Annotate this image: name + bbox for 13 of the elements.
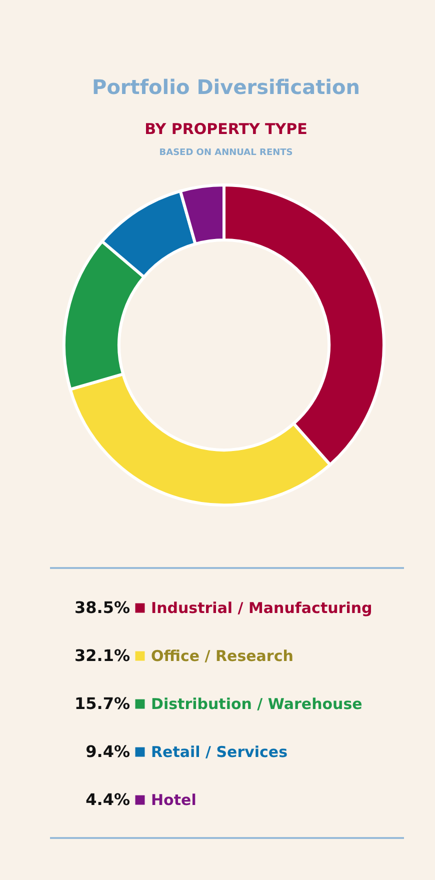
- legend-label: Distribution / Warehouse: [151, 695, 362, 713]
- legend-label: Retail / Services: [151, 743, 288, 761]
- data-label: 32.1%: [74, 646, 130, 665]
- legend-label: Hotel: [151, 791, 196, 809]
- text: BASED ON ANNUAL RENTS: [159, 148, 293, 158]
- chart-subtitle: BY PROPERTY TYPE: [144, 120, 308, 138]
- data-label: 15.7%: [74, 694, 130, 713]
- data-label: 9.4%: [86, 742, 130, 761]
- data-label: 4.4%: [86, 790, 130, 809]
- legend-label: Office / Research: [151, 647, 294, 665]
- data-label: 38.5%: [74, 598, 130, 617]
- legend-label: Industrial / Manufacturing: [151, 599, 372, 617]
- chart-title: Portfolio Diversification: [92, 75, 360, 99]
